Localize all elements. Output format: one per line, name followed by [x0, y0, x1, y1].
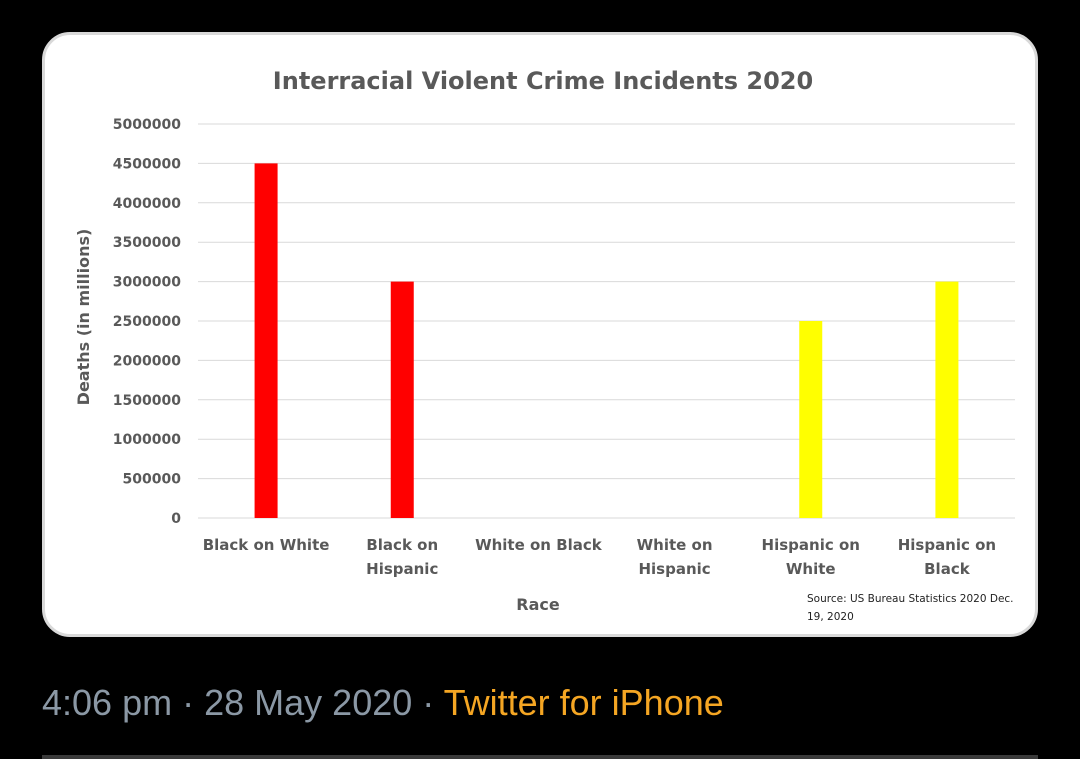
tweet-source-link[interactable]: Twitter for iPhone	[443, 682, 724, 723]
y-axis-title: Deaths (in millions)	[74, 229, 93, 406]
x-category-label: White	[786, 560, 836, 578]
x-category-label: Black on	[366, 536, 438, 554]
bar	[799, 321, 823, 518]
source-note: 19, 2020	[807, 611, 854, 623]
x-category-label: White on Black	[475, 536, 603, 554]
source-annotation: Source: US Bureau Statistics 2020 Dec. 19…	[807, 593, 1014, 623]
tweet-time: 4:06 pm	[42, 682, 173, 723]
tweet-date[interactable]: 28 May 2020	[204, 682, 413, 723]
x-category-label: Hispanic on	[762, 536, 860, 554]
bars	[254, 163, 959, 518]
divider	[42, 755, 1038, 759]
y-tick-label: 3500000	[113, 235, 181, 251]
y-tick-label: 500000	[123, 472, 182, 488]
x-category-label: White on	[637, 536, 713, 554]
y-tick-label: 1000000	[113, 432, 181, 448]
y-tick-label: 0	[171, 511, 181, 527]
tweet-meta: 4:06 pm · 28 May 2020 · Twitter for iPho…	[42, 682, 724, 724]
y-tick-label: 5000000	[113, 117, 181, 133]
x-axis-title: Race	[516, 595, 560, 614]
bar	[390, 281, 414, 518]
y-axis-ticks: 0 500000 1000000 1500000 2000000 2500000 30000…	[113, 117, 181, 527]
tweet-image[interactable]: Interracial Violent Crime Incidents 2020…	[42, 32, 1038, 637]
y-tick-label: 4000000	[113, 196, 181, 212]
x-category-label: Black on White	[203, 536, 330, 554]
y-tick-label: 1500000	[113, 393, 181, 409]
meta-separator: ·	[422, 682, 435, 723]
y-tick-label: 2500000	[113, 314, 181, 330]
x-axis-categories: Black on White Black on Hispanic White on B…	[203, 536, 996, 578]
x-category-label: Hispanic	[638, 560, 710, 578]
y-tick-label: 4500000	[113, 156, 181, 172]
bar	[935, 281, 959, 518]
y-tick-label: 2000000	[113, 353, 181, 369]
x-category-label: Black	[924, 560, 971, 578]
chart-title: Interracial Violent Crime Incidents 2020	[273, 67, 813, 95]
x-category-label: Hispanic on	[898, 536, 996, 554]
bar-chart: Interracial Violent Crime Incidents 2020…	[74, 67, 1015, 623]
meta-separator: ·	[182, 682, 195, 723]
x-category-label: Hispanic	[366, 560, 438, 578]
source-note: Source: US Bureau Statistics 2020 Dec.	[807, 593, 1014, 605]
y-tick-label: 3000000	[113, 275, 181, 291]
gridlines	[198, 123, 1015, 519]
bar	[254, 163, 278, 518]
